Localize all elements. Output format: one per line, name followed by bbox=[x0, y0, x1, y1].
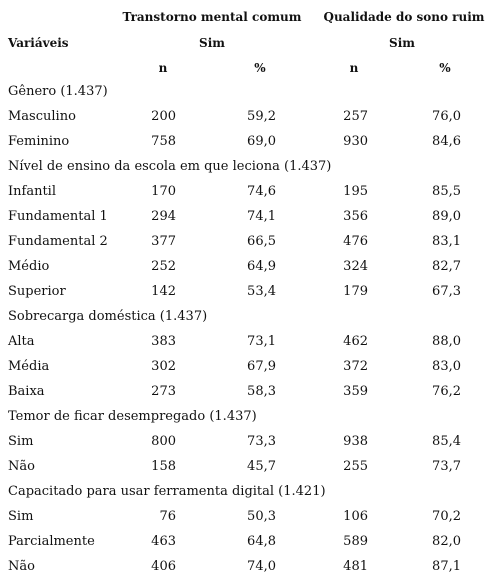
group-label: Temor de ficar desempregado (1.437) bbox=[8, 409, 257, 424]
cell-value: 589 bbox=[343, 534, 368, 549]
column-header: Sim bbox=[389, 36, 415, 50]
cell-value: 462 bbox=[343, 334, 368, 349]
cell-value: 324 bbox=[343, 259, 368, 274]
column-header: Sim bbox=[199, 36, 225, 50]
cell-value: 74,0 bbox=[247, 559, 276, 574]
cell-value: 800 bbox=[151, 434, 176, 449]
cell-value: 59,2 bbox=[247, 109, 276, 124]
cell-value: 70,2 bbox=[432, 509, 461, 524]
cell-value: 45,7 bbox=[247, 459, 276, 474]
cell-value: 383 bbox=[151, 334, 176, 349]
column-header: Variáveis bbox=[8, 36, 69, 50]
cell-value: 195 bbox=[343, 184, 368, 199]
cell-value: 476 bbox=[343, 234, 368, 249]
row-label: Não bbox=[8, 459, 35, 474]
column-group: Qualidade do sono ruim bbox=[323, 10, 485, 24]
cell-value: 64,9 bbox=[247, 259, 276, 274]
cell-value: 73,3 bbox=[247, 434, 276, 449]
cell-value: 406 bbox=[151, 559, 176, 574]
cell-value: 89,0 bbox=[432, 209, 461, 224]
cell-value: 76 bbox=[159, 509, 176, 524]
cell-value: 938 bbox=[343, 434, 368, 449]
cell-value: 67,9 bbox=[247, 359, 276, 374]
cell-value: 170 bbox=[151, 184, 176, 199]
row-label: Parcialmente bbox=[8, 534, 95, 549]
row-label: Fundamental 1 bbox=[8, 209, 108, 224]
group-label: Sobrecarga doméstica (1.437) bbox=[8, 309, 208, 324]
group-label: Gênero (1.437) bbox=[8, 84, 108, 99]
group-label: Capacitado para usar ferramenta digital … bbox=[8, 484, 326, 499]
cell-value: 930 bbox=[343, 134, 368, 149]
cell-value: 76,0 bbox=[432, 109, 461, 124]
cell-value: 200 bbox=[151, 109, 176, 124]
cell-value: 74,6 bbox=[247, 184, 276, 199]
row-label: Superior bbox=[8, 284, 66, 299]
column-group: Transtorno mental comum bbox=[122, 10, 302, 24]
cell-value: 67,3 bbox=[432, 284, 461, 299]
column-header: n bbox=[349, 61, 359, 75]
row-label: Alta bbox=[8, 334, 35, 349]
cell-value: 106 bbox=[343, 509, 368, 524]
row-label: Fundamental 2 bbox=[8, 234, 108, 249]
cell-value: 179 bbox=[343, 284, 368, 299]
cell-value: 481 bbox=[343, 559, 368, 574]
cell-value: 356 bbox=[343, 209, 368, 224]
cell-value: 252 bbox=[151, 259, 176, 274]
cell-value: 83,0 bbox=[432, 359, 461, 374]
cell-value: 142 bbox=[151, 284, 176, 299]
column-header: % bbox=[439, 61, 451, 75]
cell-value: 302 bbox=[151, 359, 176, 374]
cell-value: 158 bbox=[151, 459, 176, 474]
row-label: Média bbox=[8, 359, 50, 374]
cell-value: 58,3 bbox=[247, 384, 276, 399]
cell-value: 64,8 bbox=[247, 534, 276, 549]
row-label: Infantil bbox=[8, 184, 56, 199]
cell-value: 76,2 bbox=[432, 384, 461, 399]
cell-value: 372 bbox=[343, 359, 368, 374]
cell-value: 84,6 bbox=[432, 134, 461, 149]
cell-value: 294 bbox=[151, 209, 176, 224]
row-label: Feminino bbox=[8, 134, 70, 149]
cell-value: 359 bbox=[343, 384, 368, 399]
cell-value: 53,4 bbox=[247, 284, 276, 299]
cell-value: 82,7 bbox=[432, 259, 461, 274]
cell-value: 73,1 bbox=[247, 334, 276, 349]
row-label: Sim bbox=[8, 434, 34, 449]
row-label: Masculino bbox=[8, 109, 76, 124]
cell-value: 273 bbox=[151, 384, 176, 399]
cell-value: 377 bbox=[151, 234, 176, 249]
group-label: Nível de ensino da escola em que leciona… bbox=[8, 159, 332, 174]
cell-value: 87,1 bbox=[432, 559, 461, 574]
row-label: Não bbox=[8, 559, 35, 574]
cell-value: 74,1 bbox=[247, 209, 276, 224]
row-label: Sim bbox=[8, 509, 34, 524]
cell-value: 85,5 bbox=[432, 184, 461, 199]
cell-value: 66,5 bbox=[247, 234, 276, 249]
cell-value: 88,0 bbox=[432, 334, 461, 349]
cell-value: 255 bbox=[343, 459, 368, 474]
cell-value: 83,1 bbox=[432, 234, 461, 249]
cell-value: 463 bbox=[151, 534, 176, 549]
cell-value: 82,0 bbox=[432, 534, 461, 549]
row-label: Baixa bbox=[8, 384, 45, 399]
cell-value: 85,4 bbox=[432, 434, 461, 449]
cell-value: 257 bbox=[343, 109, 368, 124]
cell-value: 758 bbox=[151, 134, 176, 149]
column-header: n bbox=[158, 61, 168, 75]
column-header: % bbox=[254, 61, 266, 75]
cell-value: 50,3 bbox=[247, 509, 276, 524]
cell-value: 73,7 bbox=[432, 459, 461, 474]
cell-value: 69,0 bbox=[247, 134, 276, 149]
row-label: Médio bbox=[8, 259, 50, 274]
